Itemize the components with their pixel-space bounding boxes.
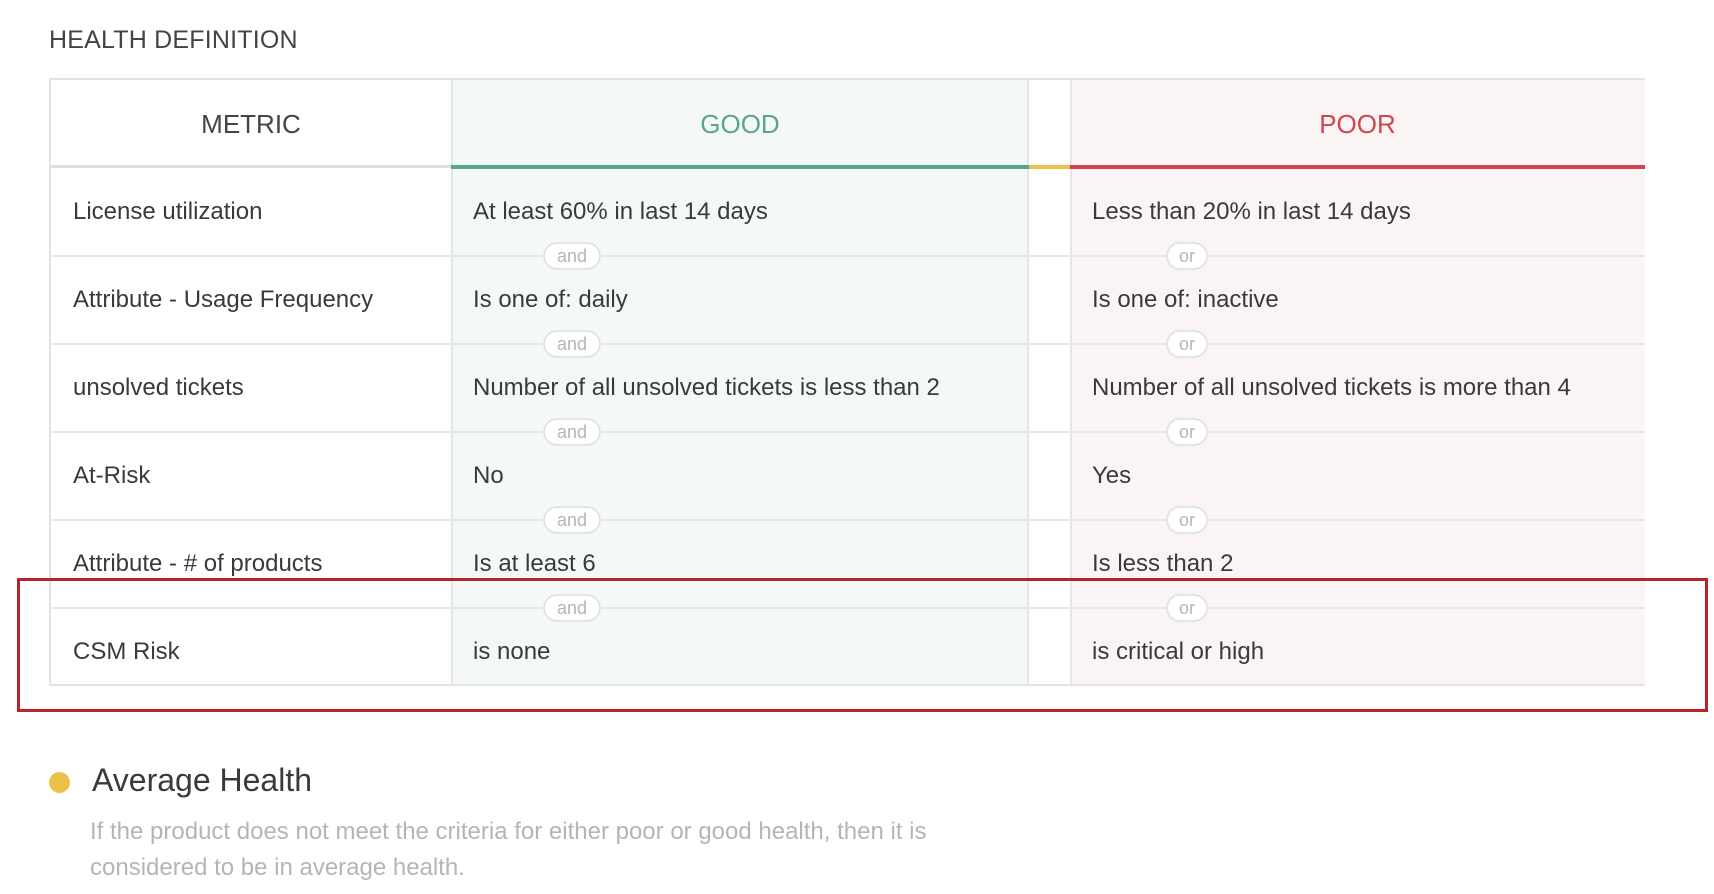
or-connector-badge: or (1166, 418, 1208, 446)
row-divider (51, 431, 1645, 433)
poor-criteria-cell: Less than 20% in last 14 days (1092, 198, 1411, 225)
good-header: GOOD (700, 108, 780, 139)
good-criteria-cell: Number of all unsolved tickets is less t… (473, 374, 940, 401)
or-connector-badge: or (1166, 594, 1208, 622)
poor-header-underline (1070, 165, 1645, 169)
good-header-underline (451, 165, 1029, 169)
table-row: CSM Risk is none is critical or high (51, 609, 1645, 695)
and-connector-badge: and (543, 506, 601, 534)
and-connector-badge: and (543, 418, 601, 446)
metric-cell: unsolved tickets (73, 374, 244, 401)
metric-cell: Attribute - # of products (73, 550, 323, 577)
good-criteria-cell: Is at least 6 (473, 550, 596, 577)
section-title: HEALTH DEFINITION (49, 26, 298, 54)
poor-header: POOR (1319, 108, 1396, 139)
row-divider (51, 519, 1645, 521)
table-row: Attribute - # of products Is at least 6 … (51, 521, 1645, 607)
good-column-background (451, 80, 1029, 684)
average-health-title: Average Health (92, 762, 312, 798)
metric-cell: CSM Risk (73, 638, 180, 665)
average-health-dot-icon (49, 772, 70, 793)
metric-cell: License utilization (73, 198, 263, 225)
table-header: METRIC GOOD POOR (51, 80, 1645, 169)
table-row: unsolved tickets Number of all unsolved … (51, 345, 1645, 431)
row-divider (51, 343, 1645, 345)
row-divider (51, 607, 1645, 609)
average-health-description: If the product does not meet the criteri… (90, 818, 927, 881)
poor-criteria-cell: Is less than 2 (1092, 550, 1234, 577)
row-divider (51, 255, 1645, 257)
and-connector-badge: and (543, 242, 601, 270)
metric-header: METRIC (201, 108, 301, 139)
and-connector-badge: and (543, 330, 601, 358)
good-criteria-cell: Is one of: daily (473, 286, 628, 313)
or-connector-badge: or (1166, 330, 1208, 358)
table-row: License utilization At least 60% in last… (51, 169, 1645, 255)
table-row: Attribute - Usage Frequency Is one of: d… (51, 257, 1645, 343)
metric-cell: Attribute - Usage Frequency (73, 286, 374, 313)
metric-header-underline (51, 165, 451, 168)
good-criteria-cell: No (473, 462, 504, 489)
table-row: At-Risk No Yes (51, 433, 1645, 519)
or-connector-badge: or (1166, 242, 1208, 270)
poor-column-background (1070, 80, 1645, 684)
metric-cell: At-Risk (73, 462, 151, 489)
poor-criteria-cell: is critical or high (1092, 638, 1265, 665)
poor-criteria-cell: Number of all unsolved tickets is more t… (1092, 374, 1571, 401)
good-criteria-cell: At least 60% in last 14 days (473, 198, 768, 225)
poor-criteria-cell: Yes (1092, 462, 1132, 489)
average-header-underline (1029, 165, 1070, 169)
or-connector-badge: or (1166, 506, 1208, 534)
poor-criteria-cell: Is one of: inactive (1092, 286, 1279, 313)
and-connector-badge: and (543, 594, 601, 622)
health-definition-table: METRIC GOOD POOR License utilization At … (49, 78, 1645, 686)
csm-risk-highlight-box (17, 578, 1708, 712)
good-criteria-cell: is none (473, 638, 551, 665)
